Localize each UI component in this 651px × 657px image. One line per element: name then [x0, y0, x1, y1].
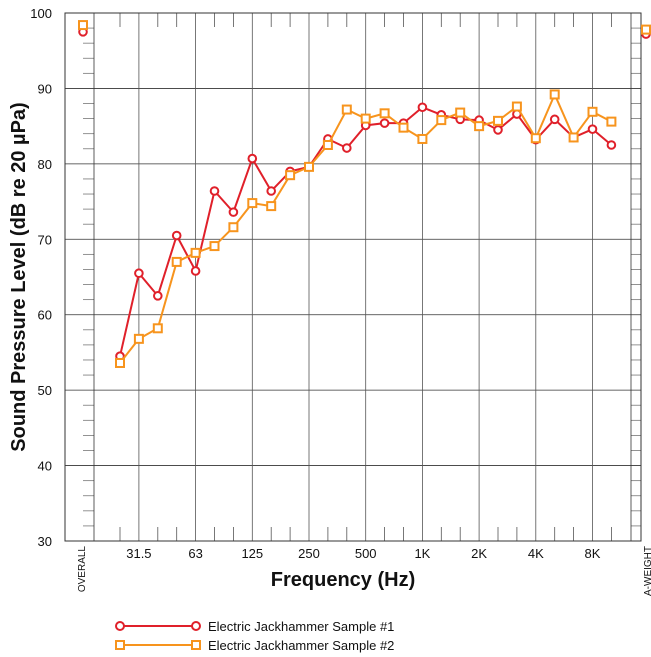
data-point [398, 122, 409, 133]
data-point [587, 106, 598, 117]
data-point [115, 357, 125, 368]
x-tick-label: 31.5 [126, 546, 151, 561]
legend-marker-2a [115, 640, 125, 650]
data-point [285, 170, 296, 181]
x-tick-label: 500 [355, 546, 377, 561]
data-point [152, 323, 163, 334]
x-tick-label: 250 [298, 546, 320, 561]
legend-item-series-2: Electric Jackhammer Sample #2 [115, 638, 394, 653]
legend-item-series-1: Electric Jackhammer Sample #1 [115, 619, 394, 634]
overall-label: OVERALL [77, 546, 88, 593]
y-tick-label: 60 [38, 308, 52, 323]
data-point [530, 133, 541, 144]
x-tick-label: 4K [528, 546, 544, 561]
data-point [417, 133, 428, 144]
data-point [511, 101, 522, 112]
data-point [493, 125, 503, 135]
data-point [341, 104, 352, 115]
data-point [153, 291, 163, 301]
data-point [266, 186, 277, 196]
legend: Electric Jackhammer Sample #1 Electric J… [115, 619, 394, 653]
data-point [209, 241, 220, 252]
x-tick-label: 125 [241, 546, 263, 561]
tick-labels: 30 40 50 60 70 80 90 100 31.5 63 125 250 500 1K 2K 4K 8K [30, 6, 600, 561]
data-point [228, 207, 239, 217]
data-point [134, 268, 144, 279]
legend-marker-2b [191, 640, 201, 650]
legend-label-series-1: Electric Jackhammer Sample #1 [208, 619, 394, 634]
a-weight-point [641, 24, 651, 35]
grid [65, 12, 641, 542]
data-point [190, 266, 201, 276]
data-point [228, 222, 239, 233]
data-point [379, 108, 390, 119]
data-point [417, 102, 428, 113]
data-point [247, 153, 258, 164]
legend-marker-1a [115, 621, 125, 631]
data-point [436, 115, 447, 126]
y-tick-label: 100 [30, 6, 52, 21]
data-point [587, 124, 598, 134]
a-weight-label: A-WEIGHT [643, 546, 651, 596]
data-point [549, 89, 560, 100]
series-1 [78, 27, 651, 362]
data-point [455, 107, 466, 118]
data-point [568, 132, 579, 143]
data-point [606, 116, 617, 127]
data-point [304, 161, 314, 172]
data-point [266, 201, 277, 212]
data-point [606, 140, 617, 150]
x-tick-label: 8K [585, 546, 601, 561]
data-point [342, 143, 352, 153]
y-tick-label: 90 [38, 81, 52, 96]
x-tick-label: 63 [188, 546, 202, 561]
series [78, 20, 651, 368]
data-point [379, 118, 390, 128]
data-point [190, 247, 201, 258]
data-point [322, 140, 333, 150]
plot-area-border [64, 12, 642, 542]
data-point [247, 198, 258, 209]
data-point [549, 114, 560, 125]
legend-marker-1b [191, 621, 201, 631]
y-tick-label: 30 [38, 534, 52, 549]
data-point [171, 256, 182, 267]
data-point [493, 115, 503, 126]
x-axis-title: Frequency (Hz) [271, 569, 415, 591]
series-2 [78, 20, 651, 368]
y-tick-label: 40 [38, 459, 52, 474]
data-point [474, 121, 485, 132]
x-tick-label: 2K [471, 546, 487, 561]
data-point [171, 230, 182, 241]
data-point [133, 333, 144, 344]
y-tick-label: 70 [38, 232, 52, 247]
data-point [209, 186, 220, 196]
y-axis-title: Sound Pressure Level (dB re 20 µPa) [8, 102, 30, 451]
legend-label-series-2: Electric Jackhammer Sample #2 [208, 638, 394, 653]
y-tick-label: 50 [38, 383, 52, 398]
data-point [360, 113, 371, 124]
overall-point [78, 20, 88, 31]
x-tick-label: 1K [414, 546, 430, 561]
y-tick-label: 80 [38, 157, 52, 172]
